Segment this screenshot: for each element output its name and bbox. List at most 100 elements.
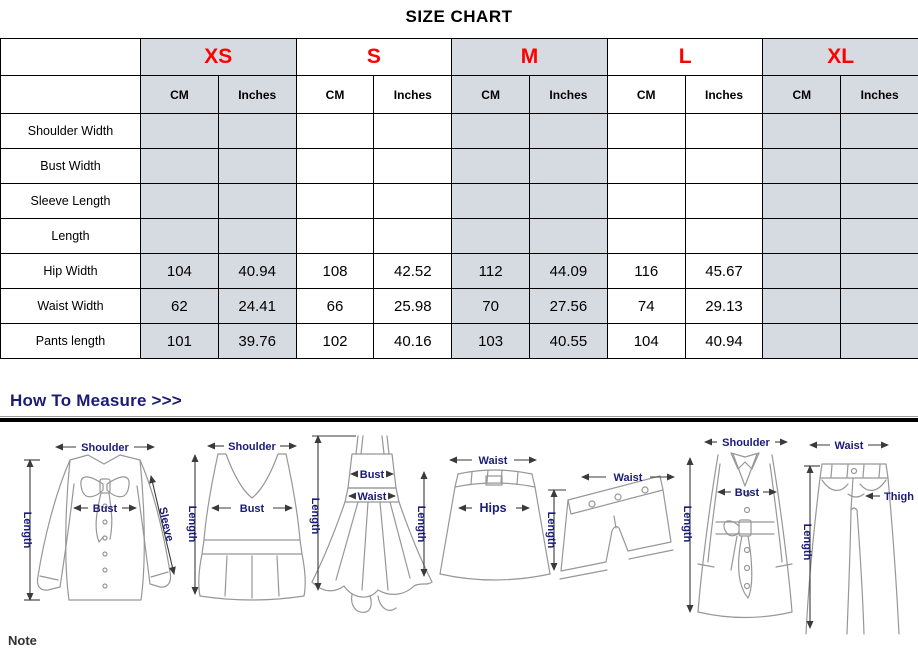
dress-waist-label: Waist — [358, 491, 387, 503]
cell — [607, 114, 685, 149]
cell — [530, 149, 608, 184]
cell — [218, 219, 296, 254]
cell — [841, 254, 918, 289]
cell — [296, 149, 374, 184]
divider-line — [0, 416, 918, 417]
cell — [763, 324, 841, 359]
cell — [763, 149, 841, 184]
cell — [685, 114, 763, 149]
cell: 102 — [296, 324, 374, 359]
cell: 44.09 — [530, 254, 608, 289]
skirt-hips-label: Hips — [479, 501, 506, 515]
cell: 40.94 — [685, 324, 763, 359]
row-label: Bust Width — [1, 149, 141, 184]
table-row: Waist Width 62 24.41 66 25.98 70 27.56 7… — [1, 289, 918, 324]
cell — [841, 289, 918, 324]
cell — [841, 184, 918, 219]
table-row: Bust Width — [1, 149, 918, 184]
shorts-dimensions: Waist Length — [545, 472, 674, 570]
unit-header: Inches — [374, 76, 452, 114]
cell — [218, 184, 296, 219]
cell — [763, 184, 841, 219]
cell: 40.94 — [218, 254, 296, 289]
cell — [685, 219, 763, 254]
how-to-measure-heading: How To Measure >>> — [10, 391, 182, 411]
cell — [141, 149, 219, 184]
skirt-waist-label: Waist — [479, 455, 508, 467]
pants-length-label: Length — [801, 524, 813, 561]
cell — [841, 219, 918, 254]
skirt-sketch — [440, 470, 550, 580]
cell: 116 — [607, 254, 685, 289]
cell: 45.67 — [685, 254, 763, 289]
how-to-measure-diagrams: Shoulder Bust Length Sleeve Shoulder Bus… — [0, 424, 918, 638]
dress-length-label: Length — [309, 498, 321, 535]
cell: 104 — [141, 254, 219, 289]
cell — [763, 254, 841, 289]
row-label: Sleeve Length — [1, 184, 141, 219]
cell: 104 — [607, 324, 685, 359]
size-header-xl: XL — [763, 39, 918, 76]
table-row: Pants length 101 39.76 102 40.16 103 40.… — [1, 324, 918, 359]
shorts-sketch — [560, 476, 673, 579]
cell — [141, 219, 219, 254]
cell — [530, 184, 608, 219]
row-label: Waist Width — [1, 289, 141, 324]
shorts-waist-label: Waist — [614, 472, 643, 484]
unit-header: Inches — [530, 76, 608, 114]
cell: 29.13 — [685, 289, 763, 324]
cell — [841, 149, 918, 184]
cell — [607, 149, 685, 184]
cell: 40.16 — [374, 324, 452, 359]
cell — [296, 184, 374, 219]
table-row: Length — [1, 219, 918, 254]
tank-top-dimensions: Shoulder Bust Length — [186, 441, 296, 594]
blouse-length-label: Length — [21, 512, 33, 549]
tank-top-sketch — [199, 454, 306, 600]
cell: 108 — [296, 254, 374, 289]
cell — [452, 149, 530, 184]
cell — [374, 149, 452, 184]
cell — [530, 219, 608, 254]
cell — [218, 114, 296, 149]
cell: 112 — [452, 254, 530, 289]
table-row: Hip Width 104 40.94 108 42.52 112 44.09 … — [1, 254, 918, 289]
tank-shoulder-label: Shoulder — [228, 441, 276, 453]
pants-thigh-label: Thigh — [884, 491, 914, 503]
divider-line-thick — [0, 418, 918, 422]
cell — [374, 184, 452, 219]
blouse-shoulder-label: Shoulder — [81, 442, 129, 454]
cell: 25.98 — [374, 289, 452, 324]
size-header-m: M — [452, 39, 608, 76]
size-header-xs: XS — [141, 39, 297, 76]
cell: 27.56 — [530, 289, 608, 324]
cell — [296, 219, 374, 254]
cell: 74 — [607, 289, 685, 324]
cell: 24.41 — [218, 289, 296, 324]
coat-length-label: Length — [681, 506, 693, 543]
unit-header: CM — [607, 76, 685, 114]
dress-bust-label: Bust — [360, 469, 385, 481]
shorts-length-label: Length — [545, 512, 557, 549]
cell — [841, 114, 918, 149]
coat-bust-label: Bust — [735, 487, 760, 499]
cell — [685, 149, 763, 184]
corner-cell — [1, 39, 141, 76]
cell: 103 — [452, 324, 530, 359]
cell: 39.76 — [218, 324, 296, 359]
unit-header: CM — [296, 76, 374, 114]
cell — [607, 219, 685, 254]
skirt-length-label: Length — [415, 506, 427, 543]
pants-sketch — [806, 464, 899, 634]
cell: 42.52 — [374, 254, 452, 289]
cell: 62 — [141, 289, 219, 324]
tank-length-label: Length — [186, 506, 198, 543]
cell: 40.55 — [530, 324, 608, 359]
unit-header: Inches — [685, 76, 763, 114]
page-title: SIZE CHART — [0, 0, 918, 38]
size-header-l: L — [607, 39, 763, 76]
clipped-note-text: Note — [8, 633, 37, 648]
coat-shoulder-label: Shoulder — [722, 437, 770, 449]
cell — [763, 219, 841, 254]
